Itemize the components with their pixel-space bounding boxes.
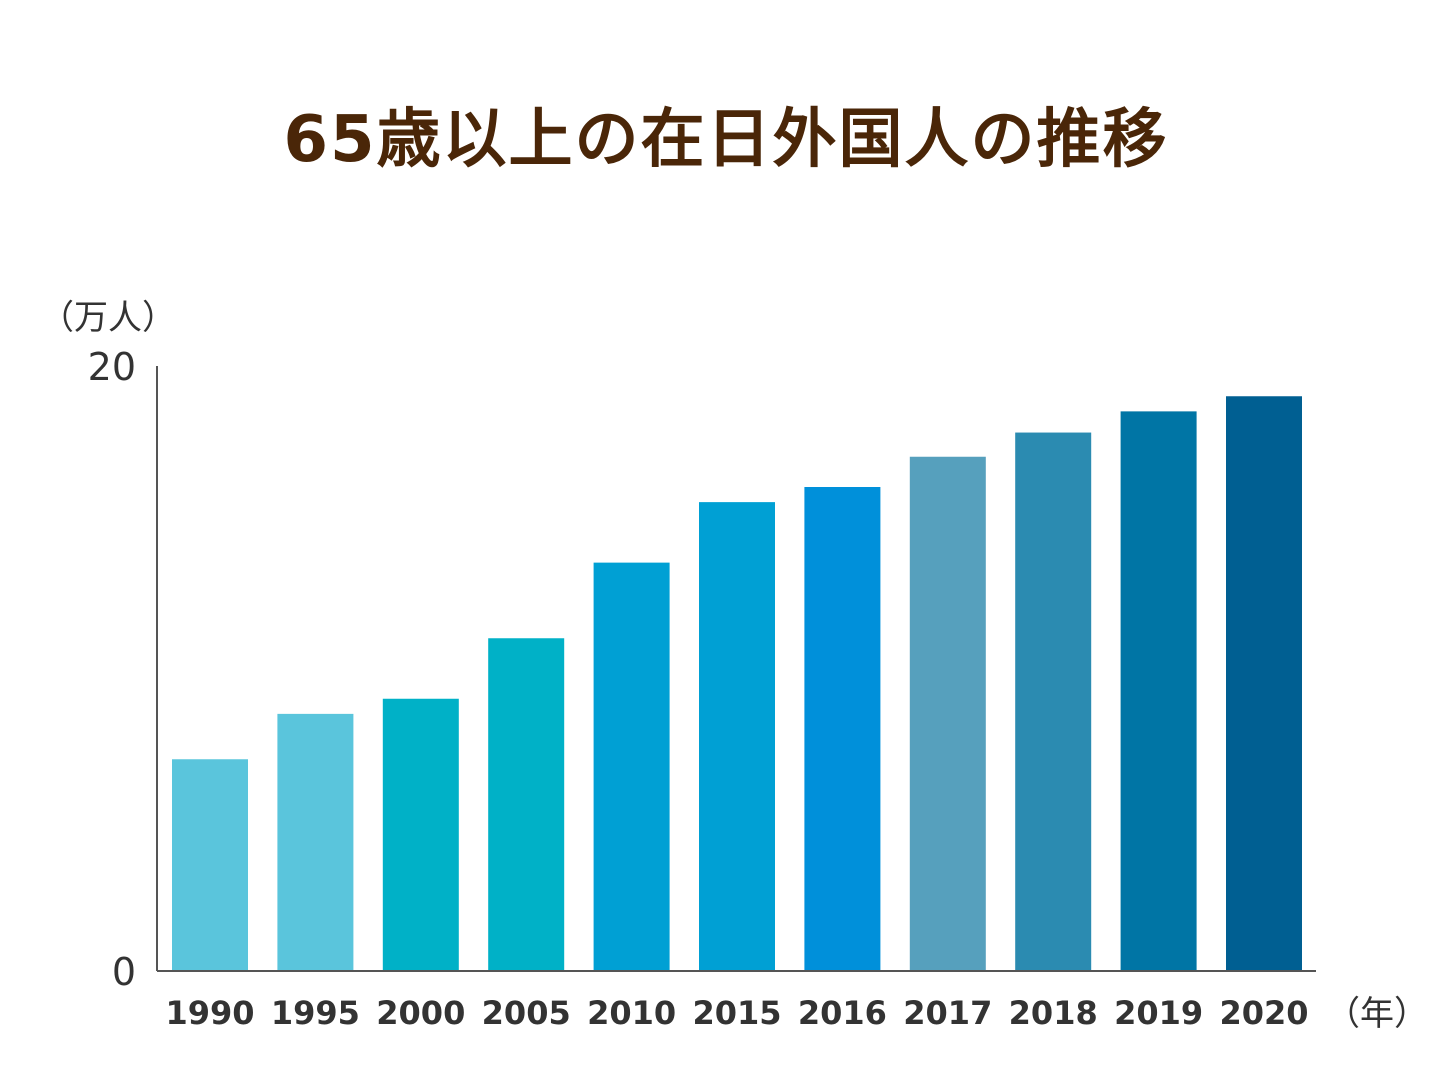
y-axis-unit-label: （万人） [40,298,176,338]
x-tick-label: 1990 [165,994,254,1032]
x-tick-label: 2020 [1219,994,1308,1032]
x-tick-label: 2000 [376,994,465,1032]
bar-2017 [909,456,986,971]
bars-group [172,396,1302,971]
x-tick-label: 2018 [1009,994,1098,1032]
chart-title: 65歳以上の在日外国人の推移 [283,103,1169,177]
x-ticks-group: 1990 1995 2000 2005 2010 2015 2016 2017 2018 2019… [165,994,1308,1032]
bar-2005 [488,638,565,971]
bar-1995 [277,713,354,971]
bar-2015 [699,502,775,971]
y-tick-label: 0 [112,950,136,994]
x-tick-label: 2017 [903,994,992,1032]
x-tick-label: 2005 [482,994,571,1032]
x-tick-label: 2010 [587,994,676,1032]
x-tick-label: 2019 [1114,994,1203,1032]
x-tick-label: 2016 [798,994,887,1032]
x-axis-unit-label: （年） [1326,994,1428,1034]
bar-2016 [804,487,881,971]
bar-2018 [1015,432,1092,971]
bar-2020 [1226,396,1302,971]
bar-1990 [172,759,248,971]
bar-2000 [382,698,459,971]
y-tick-label: 20 [88,345,136,389]
bar-2010 [593,562,670,971]
x-tick-label: 2015 [692,994,781,1032]
bar-2019 [1120,411,1197,971]
y-ticks-group: 0 20 [88,345,136,994]
x-tick-label: 1995 [271,994,360,1032]
